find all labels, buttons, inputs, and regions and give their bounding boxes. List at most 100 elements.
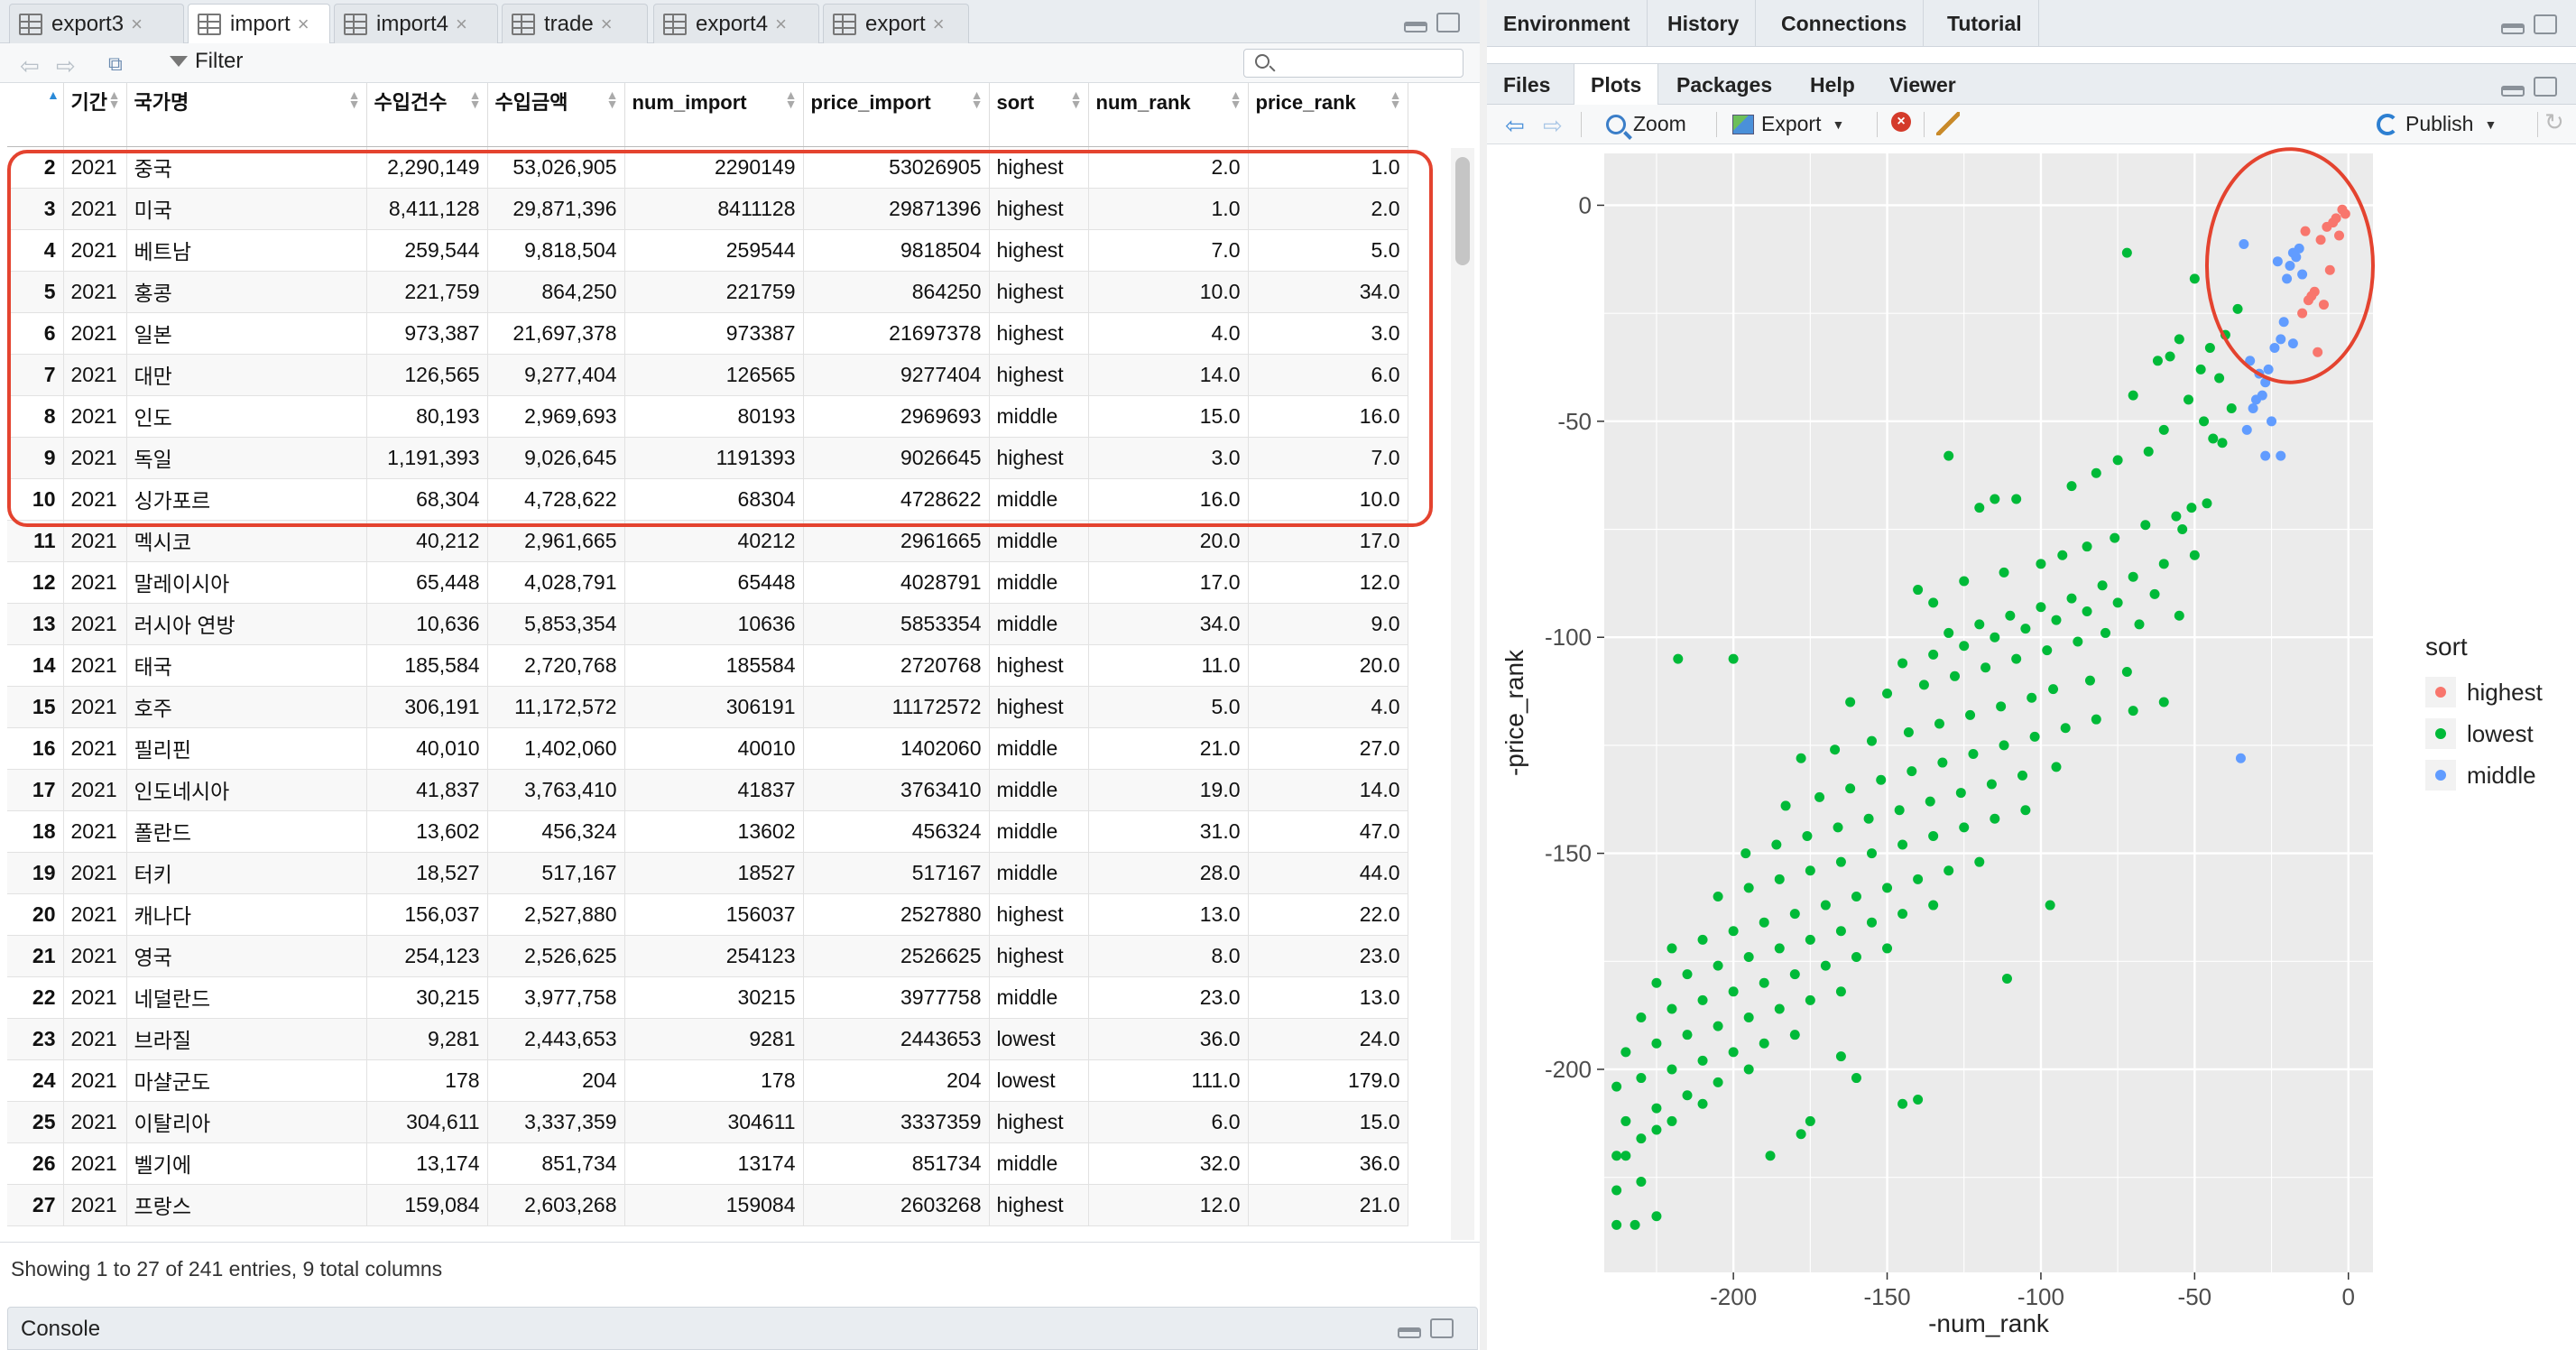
table-cell: 41837 (624, 769, 804, 811)
scroll-thumb[interactable] (1455, 157, 1470, 265)
y-tick-label: -200 (1545, 1056, 1592, 1083)
maximize-icon[interactable] (2534, 77, 2557, 97)
table-cell: 캐나다 (126, 893, 367, 936)
vertical-scrollbar[interactable] (1451, 148, 1474, 1240)
table-cell: 20.0 (1248, 644, 1408, 687)
tab-history[interactable]: History (1651, 0, 1757, 47)
sort-icon[interactable]: ▲ ▼ (1389, 88, 1402, 111)
table-cell: 8.0 (1088, 935, 1249, 977)
tab-environment[interactable]: Environment (1487, 0, 1648, 47)
column-header[interactable]: price_rank ▲ ▼ (1248, 83, 1408, 147)
row-number: 11 (7, 520, 64, 562)
next-plot-icon[interactable]: ⇨ (1543, 112, 1563, 139)
table-cell: 304611 (624, 1101, 804, 1143)
export-button[interactable]: Export ▼ (1732, 112, 1844, 136)
table-cell: 23.0 (1248, 935, 1408, 977)
tab-export4[interactable]: export4 × (653, 4, 819, 43)
minimize-icon[interactable] (2501, 23, 2525, 34)
tab-files[interactable]: Files (1503, 72, 1551, 97)
tab-import4[interactable]: import4 × (334, 4, 498, 43)
forward-arrow-icon[interactable]: ⇨ (56, 52, 76, 79)
filter-button[interactable]: Filter (170, 49, 243, 74)
export-icon (1732, 114, 1754, 134)
table-cell: 259544 (624, 229, 804, 272)
maximize-icon[interactable] (1436, 13, 1460, 32)
clear-plots-button[interactable] (1936, 112, 1960, 135)
sort-icon[interactable]: ▲ ▼ (1229, 88, 1242, 111)
zoom-button[interactable]: Zoom (1606, 112, 1686, 136)
tab-packages[interactable]: Packages (1676, 72, 1773, 97)
minimize-icon[interactable] (1404, 22, 1427, 32)
refresh-icon[interactable]: ↻ (2544, 108, 2564, 135)
row-number: 2 (7, 146, 64, 189)
legend-label: highest (2467, 679, 2544, 706)
point-lowest (1965, 709, 1976, 720)
table-cell: 3337359 (803, 1101, 990, 1143)
table-cell: 40,010 (366, 727, 488, 770)
close-icon[interactable]: × (600, 12, 613, 35)
table-cell: 2021 (63, 603, 127, 645)
point-lowest (1897, 909, 1908, 920)
point-lowest (2045, 900, 2055, 911)
popout-icon[interactable]: ⧉ (108, 52, 123, 75)
point-lowest (2143, 446, 2154, 457)
tab-export3[interactable]: export3 × (9, 4, 184, 43)
column-header[interactable]: 수입금액 ▲ ▼ (487, 83, 625, 147)
prev-plot-icon[interactable]: ⇦ (1505, 112, 1525, 139)
sort-icon[interactable]: ▲ ▼ (468, 88, 482, 111)
search-input[interactable] (1243, 49, 1463, 78)
row-number-header[interactable]: ▲ (7, 83, 64, 147)
publish-button[interactable]: Publish ▼ (2377, 112, 2497, 136)
table-cell: 13.0 (1088, 893, 1249, 936)
tab-export[interactable]: export × (823, 4, 969, 43)
tab-plots[interactable]: Plots (1574, 64, 1659, 106)
minimize-icon[interactable] (2501, 86, 2525, 97)
close-icon[interactable]: × (456, 12, 467, 35)
sort-icon[interactable]: ▲ ▼ (784, 88, 798, 111)
tab-connections[interactable]: Connections (1765, 0, 1925, 47)
close-icon[interactable]: × (775, 12, 787, 35)
close-icon[interactable]: × (932, 12, 945, 35)
maximize-icon[interactable] (2534, 14, 2557, 34)
minimize-icon[interactable] (1398, 1327, 1421, 1338)
sort-icon[interactable]: ▲ ▼ (1069, 88, 1083, 111)
column-header[interactable]: num_rank ▲ ▼ (1088, 83, 1249, 147)
maximize-icon[interactable] (1430, 1318, 1454, 1338)
tab-import[interactable]: import × (188, 4, 330, 44)
remove-plot-button[interactable]: × (1891, 112, 1911, 132)
table-cell: 8,411,128 (366, 188, 488, 230)
table-cell: 네덜란드 (126, 976, 367, 1019)
tab-tutorial[interactable]: Tutorial (1931, 0, 2039, 47)
sort-icon[interactable]: ▲ ▼ (107, 88, 121, 111)
point-lowest (2174, 334, 2184, 345)
funnel-icon (170, 56, 188, 67)
table-cell: 홍콩 (126, 271, 367, 313)
tab-help[interactable]: Help (1810, 72, 1855, 97)
point-lowest (2066, 481, 2077, 492)
console-tab[interactable]: Console (7, 1307, 1478, 1350)
column-header[interactable]: 수입건수 ▲ ▼ (366, 83, 488, 147)
tab-viewer[interactable]: Viewer (1889, 72, 1956, 97)
tab-trade[interactable]: trade × (502, 4, 648, 43)
column-header[interactable]: 기간 ▲ ▼ (63, 83, 127, 147)
table-cell: 40010 (624, 727, 804, 770)
column-header[interactable]: 국가명 ▲ ▼ (126, 83, 367, 147)
sort-icon[interactable]: ▲ ▼ (970, 88, 983, 111)
close-icon[interactable]: × (297, 13, 309, 35)
table-icon (198, 14, 221, 35)
sort-icon[interactable]: ▲ ▼ (347, 88, 361, 111)
sort-icon[interactable]: ▲ (47, 88, 60, 102)
point-lowest (1845, 783, 1856, 794)
table-cell: 2021 (63, 478, 127, 521)
table-cell: highest (989, 312, 1089, 355)
point-lowest (1968, 748, 1979, 759)
column-header[interactable]: price_import ▲ ▼ (803, 83, 990, 147)
close-icon[interactable]: × (131, 12, 143, 35)
point-lowest (1814, 791, 1825, 802)
back-arrow-icon[interactable]: ⇦ (20, 52, 40, 79)
sort-icon[interactable]: ▲ ▼ (605, 88, 619, 111)
table-cell: 517,167 (487, 852, 625, 894)
column-header[interactable]: num_import ▲ ▼ (624, 83, 804, 147)
table-cell: 2290149 (624, 146, 804, 189)
column-header[interactable]: sort ▲ ▼ (989, 83, 1089, 147)
